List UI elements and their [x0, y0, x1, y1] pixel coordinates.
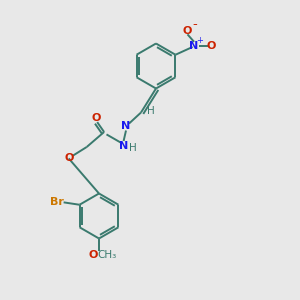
Text: -: - [193, 18, 197, 31]
Text: O: O [207, 41, 216, 51]
Text: Br: Br [50, 197, 64, 207]
Text: N: N [119, 140, 128, 151]
Text: O: O [64, 153, 74, 164]
Text: O: O [91, 112, 100, 123]
Text: H: H [147, 106, 154, 116]
Text: +: + [196, 36, 203, 45]
Text: O: O [88, 250, 98, 260]
Text: O: O [183, 26, 192, 36]
Text: N: N [190, 41, 199, 51]
Text: H: H [129, 143, 136, 153]
Text: CH₃: CH₃ [98, 250, 117, 260]
Text: N: N [122, 121, 130, 131]
